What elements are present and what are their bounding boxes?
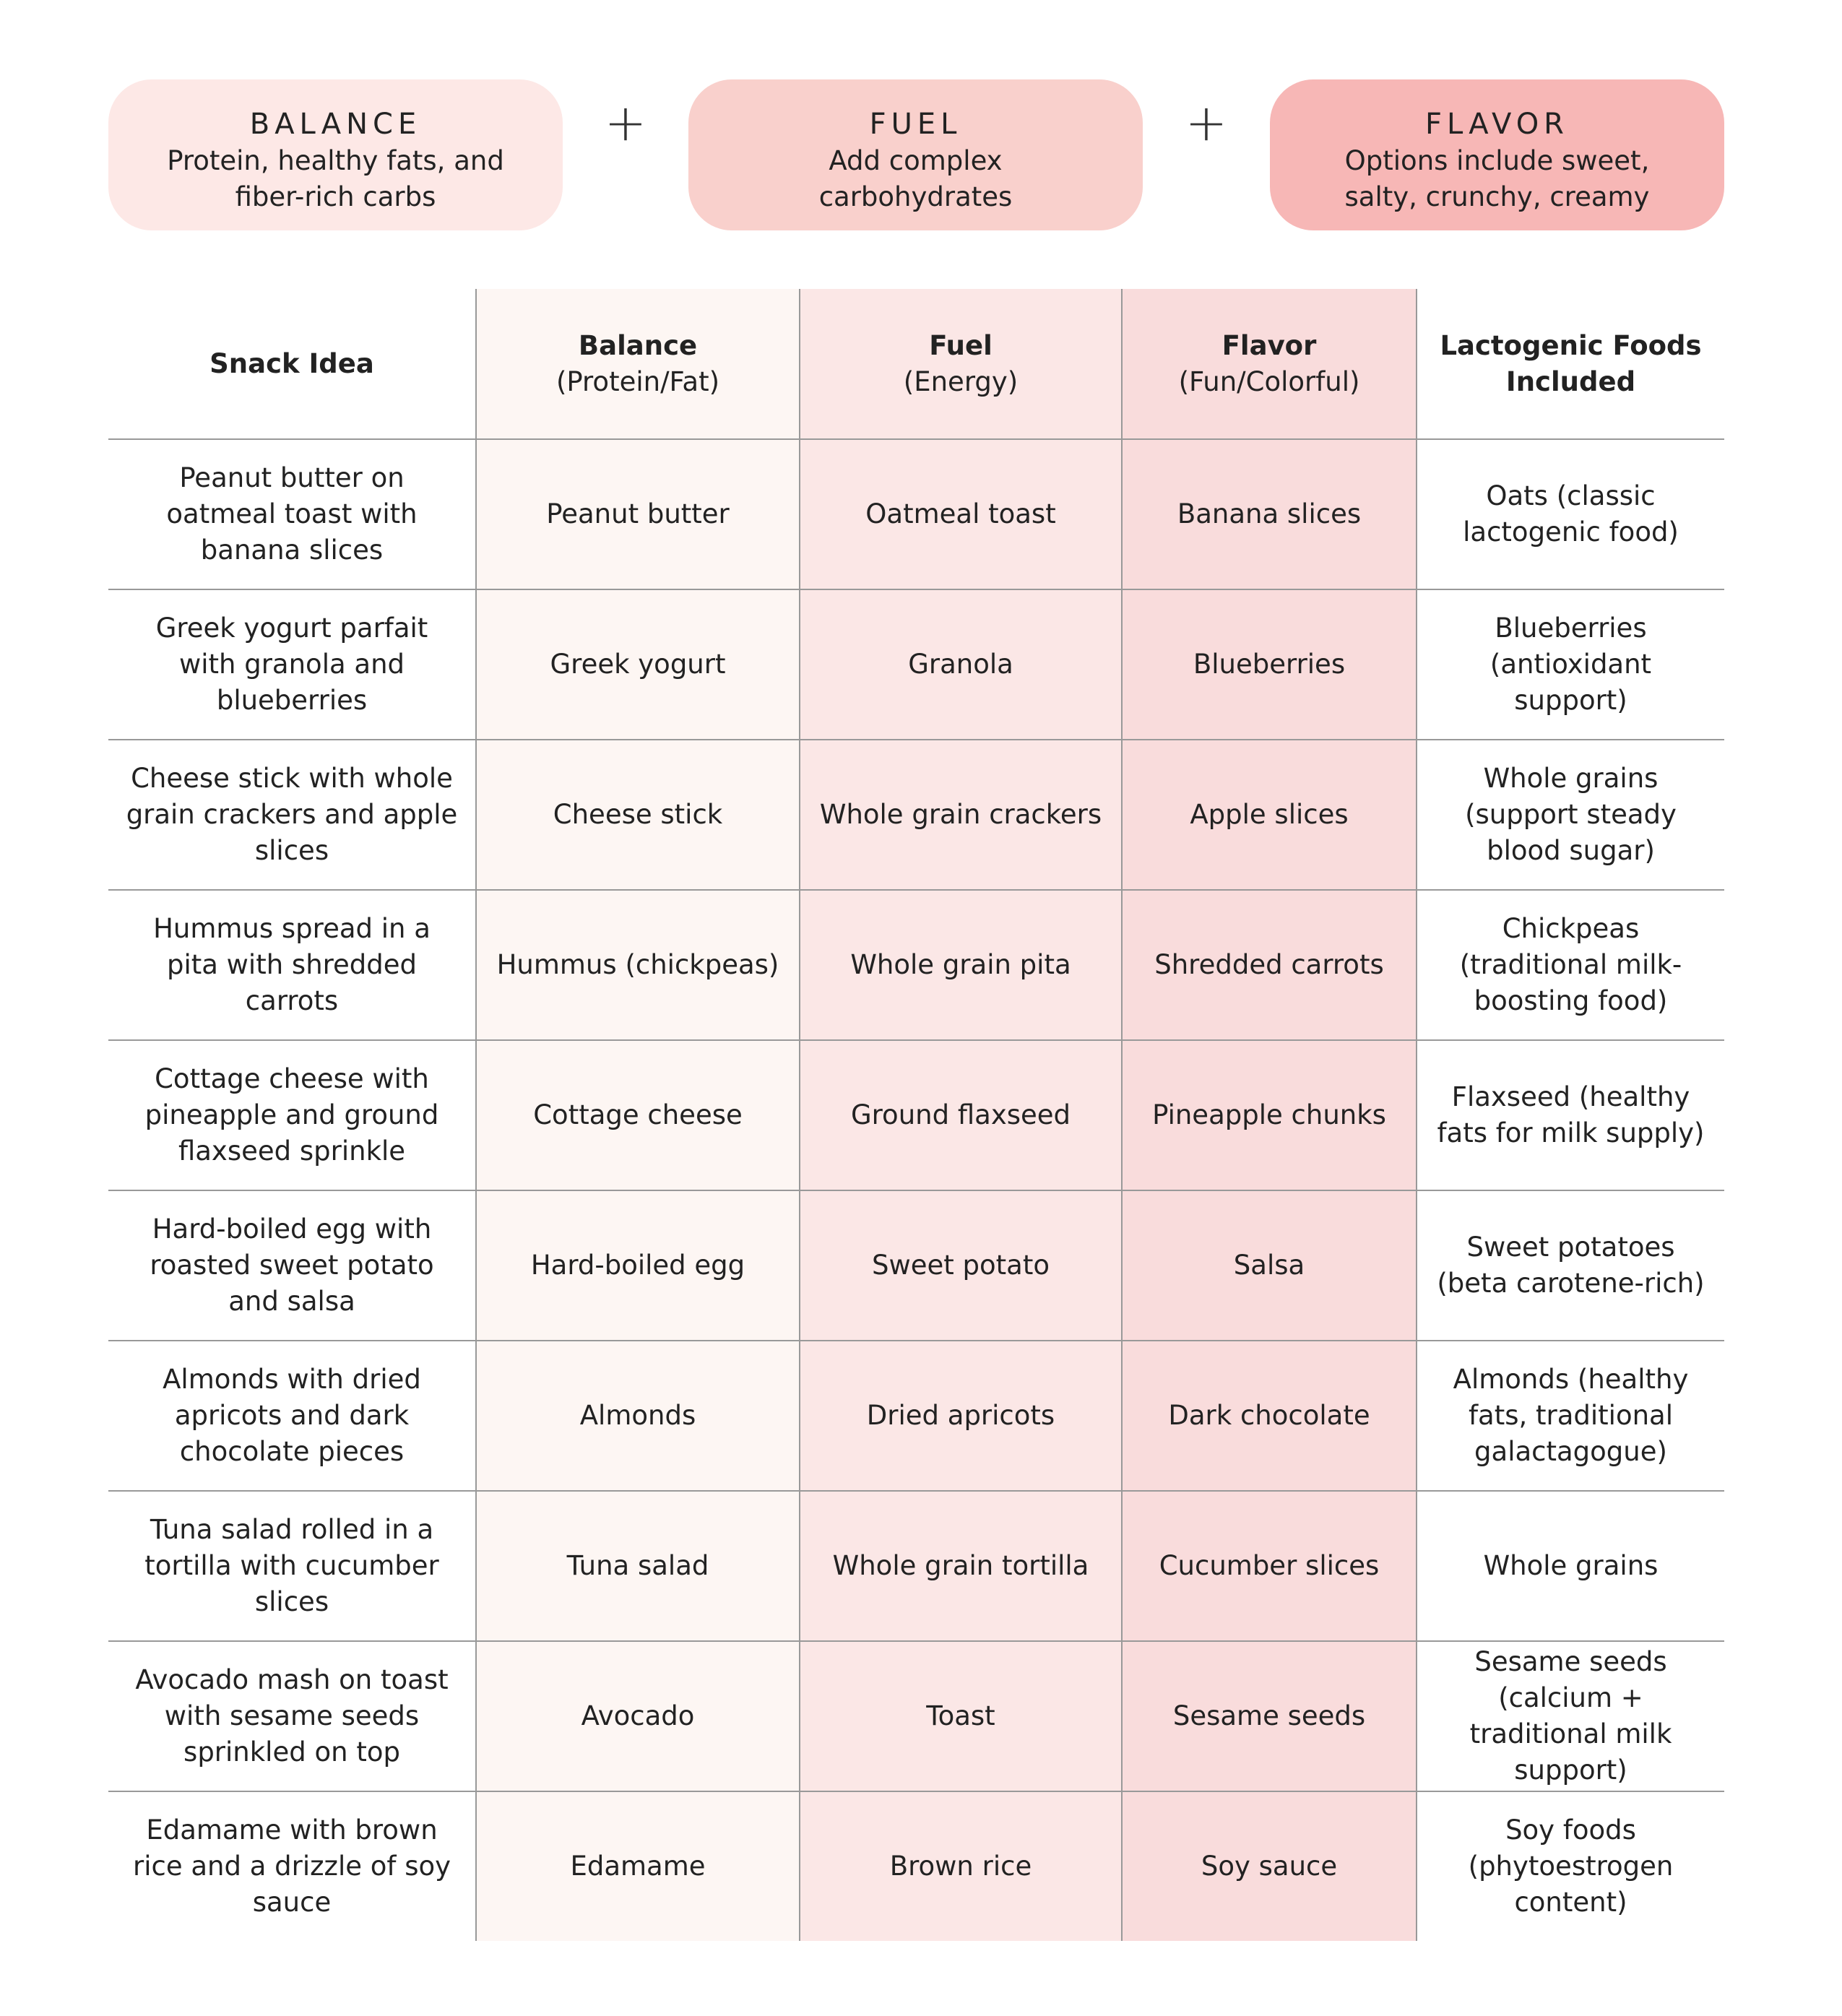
cell: Whole grains xyxy=(1416,1490,1724,1641)
pill-title: FLAVOR xyxy=(1425,108,1569,141)
cell: Cheese stick xyxy=(475,739,800,890)
row: Hummus spread in a pita with shredded ca… xyxy=(108,889,1724,1040)
cell: Shredded carrots xyxy=(1121,889,1417,1040)
column-header: Balance (Protein/Fat) xyxy=(475,289,800,439)
column-header: Lactogenic Foods Included xyxy=(1416,289,1724,439)
cell: Salsa xyxy=(1121,1190,1417,1341)
cell: Hummus spread in a pita with shredded ca… xyxy=(108,889,476,1040)
column-subtitle: (Protein/Fat) xyxy=(555,365,720,397)
column-title: Snack Idea xyxy=(209,347,374,379)
cell: Hard-boiled egg with roasted sweet potat… xyxy=(108,1190,476,1341)
cell: Almonds with dried apricots and dark cho… xyxy=(108,1340,476,1491)
cell: Oats (classic lactogenic food) xyxy=(1416,438,1724,589)
cell: Granola xyxy=(799,589,1122,740)
cell: Banana slices xyxy=(1121,438,1417,589)
cell: Tuna salad xyxy=(475,1490,800,1641)
column-header: Flavor (Fun/Colorful) xyxy=(1121,289,1417,439)
column-title: Lactogenic Foods Included xyxy=(1440,329,1702,397)
row: Peanut butter on oatmeal toast with bana… xyxy=(108,438,1724,589)
cell: Greek yogurt parfait with granola and bl… xyxy=(108,589,476,740)
cell: Edamame xyxy=(475,1791,800,1941)
cell: Avocado mash on toast with sesame seeds … xyxy=(108,1640,476,1791)
cell: Cottage cheese xyxy=(475,1039,800,1190)
cell: Blueberries (antioxidant support) xyxy=(1416,589,1724,740)
cell: Hummus (chickpeas) xyxy=(475,889,800,1040)
cell: Oatmeal toast xyxy=(799,438,1122,589)
pill-title: FUEL xyxy=(869,108,962,141)
column-header: Snack Idea xyxy=(108,289,476,439)
row: Tuna salad rolled in a tortilla with cuc… xyxy=(108,1490,1724,1641)
cell: Ground flaxseed xyxy=(799,1039,1122,1190)
plus: + xyxy=(1185,93,1228,152)
cell: Soy sauce xyxy=(1121,1791,1417,1941)
cell: Cucumber slices xyxy=(1121,1490,1417,1641)
row: Hard-boiled egg with roasted sweet potat… xyxy=(108,1190,1724,1341)
row: Cottage cheese with pineapple and ground… xyxy=(108,1039,1724,1190)
cell: Dark chocolate xyxy=(1121,1340,1417,1491)
cell: Flaxseed (healthy fats for milk supply) xyxy=(1416,1039,1724,1190)
row: Greek yogurt parfait with granola and bl… xyxy=(108,589,1724,740)
column-title: Fuel xyxy=(929,329,993,361)
cell: Chickpeas (traditional milk-boosting foo… xyxy=(1416,889,1724,1040)
cell: Whole grain tortilla xyxy=(799,1490,1122,1641)
plus: + xyxy=(604,93,647,152)
column-title: Flavor xyxy=(1221,329,1317,361)
cell: Soy foods (phytoestrogen content) xyxy=(1416,1791,1724,1941)
cell: Sweet potato xyxy=(799,1190,1122,1341)
cell: Dried apricots xyxy=(799,1340,1122,1491)
cell: Whole grains (support steady blood sugar… xyxy=(1416,739,1724,890)
cell: Sweet potatoes (beta carotene-rich) xyxy=(1416,1190,1724,1341)
cell: Almonds xyxy=(475,1340,800,1491)
cell: Sesame seeds (calcium + traditional milk… xyxy=(1416,1640,1724,1791)
column-subtitle: (Energy) xyxy=(903,365,1019,397)
pill-title: BALANCE xyxy=(249,108,422,141)
cell: Cottage cheese with pineapple and ground… xyxy=(108,1039,476,1190)
cell: Brown rice xyxy=(799,1791,1122,1941)
row: Avocado mash on toast with sesame seeds … xyxy=(108,1640,1724,1791)
cell: Apple slices xyxy=(1121,739,1417,890)
snack-table: Snack Idea Balance (Protein/Fat) Fuel (Energ… xyxy=(108,289,1724,1941)
pill: FUEL Add complex carbohydrates xyxy=(688,79,1143,230)
header-row: Snack Idea Balance (Protein/Fat) Fuel (Energ… xyxy=(108,289,1724,439)
cell: Peanut butter on oatmeal toast with bana… xyxy=(108,438,476,589)
column-header: Fuel (Energy) xyxy=(799,289,1122,439)
cell: Greek yogurt xyxy=(475,589,800,740)
cell: Whole grain pita xyxy=(799,889,1122,1040)
pill-text: Add complex carbohydrates xyxy=(818,145,1013,212)
cell: Blueberries xyxy=(1121,589,1417,740)
column-subtitle: (Fun/Colorful) xyxy=(1178,365,1360,397)
row: Cheese stick with whole grain crackers a… xyxy=(108,739,1724,890)
pill: FLAVOR Options include sweet, salty, crun… xyxy=(1270,79,1724,230)
row: Almonds with dried apricots and dark cho… xyxy=(108,1340,1724,1491)
cell: Pineapple chunks xyxy=(1121,1039,1417,1190)
cell: Peanut butter xyxy=(475,438,800,589)
row: Edamame with brown rice and a drizzle of… xyxy=(108,1791,1724,1941)
cell: Almonds (healthy fats, traditional galac… xyxy=(1416,1340,1724,1491)
cell: Tuna salad rolled in a tortilla with cuc… xyxy=(108,1490,476,1641)
cell: Edamame with brown rice and a drizzle of… xyxy=(108,1791,476,1941)
pill-text: Protein, healthy fats, and fiber-rich ca… xyxy=(167,145,504,212)
cell: Avocado xyxy=(475,1640,800,1791)
cell: Hard-boiled egg xyxy=(475,1190,800,1341)
pill-text: Options include sweet, salty, crunchy, c… xyxy=(1344,145,1650,212)
cell: Cheese stick with whole grain crackers a… xyxy=(108,739,476,890)
cell: Sesame seeds xyxy=(1121,1640,1417,1791)
cell: Toast xyxy=(799,1640,1122,1791)
column-title: Balance xyxy=(578,329,698,361)
pill: BALANCE Protein, healthy fats, and fiber-… xyxy=(108,79,563,230)
cell: Whole grain crackers xyxy=(799,739,1122,890)
